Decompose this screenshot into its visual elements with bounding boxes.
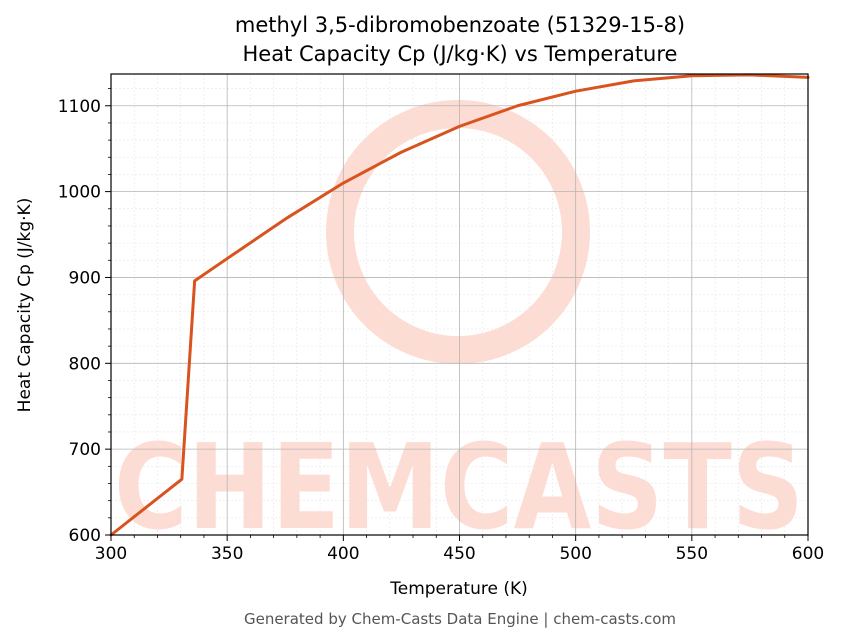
x-tick-label: 400 <box>327 544 359 564</box>
x-tick-label: 500 <box>559 544 591 564</box>
x-tick-label: 450 <box>443 544 475 564</box>
watermark-text: CHEMCASTS <box>114 418 804 556</box>
x-axis-ticks: 300 350 400 450 500 550 600 <box>95 535 824 564</box>
x-tick-label: 550 <box>676 544 708 564</box>
series-line <box>109 73 810 537</box>
y-tick-label: 900 <box>69 268 101 288</box>
watermark: CHEMCASTS <box>114 100 804 556</box>
y-tick-label: 600 <box>69 526 101 546</box>
x-tick-label: 300 <box>95 544 127 564</box>
y-tick-label: 1000 <box>58 183 101 203</box>
y-axis-ticks: 600 700 800 900 1000 1100 <box>58 88 111 546</box>
watermark-logo-ring <box>326 100 590 364</box>
y-tick-label: 700 <box>69 440 101 460</box>
y-tick-label: 800 <box>69 354 101 374</box>
series-layer <box>109 73 810 537</box>
y-tick-label: 1100 <box>58 97 101 117</box>
chart-title-line1: methyl 3,5-dibromobenzoate (51329-15-8) <box>235 13 685 37</box>
major-grid <box>111 74 808 535</box>
x-tick-label: 350 <box>211 544 243 564</box>
x-tick-label: 600 <box>792 544 824 564</box>
y-axis-label: Heat Capacity Cp (J/kg·K) <box>15 198 35 413</box>
footer-credit: Generated by Chem-Casts Data Engine | ch… <box>244 610 676 628</box>
chart-title-line2: Heat Capacity Cp (J/kg·K) vs Temperature <box>243 42 678 66</box>
x-axis-label: Temperature (K) <box>389 579 528 599</box>
